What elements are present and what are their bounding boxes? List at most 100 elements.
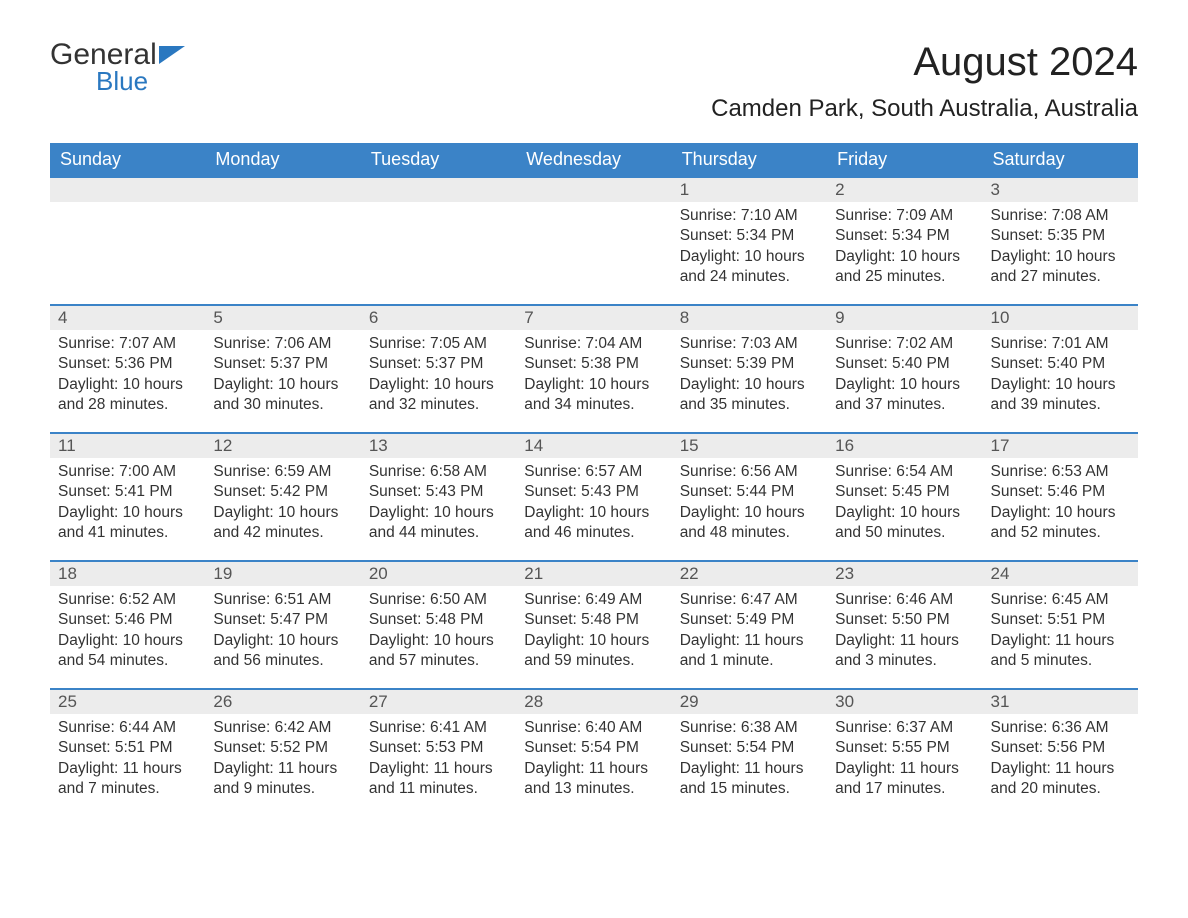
weekday-header: Sunday — [50, 143, 205, 177]
sunset-line: Sunset: 5:34 PM — [835, 226, 974, 246]
calendar-day-cell: 11Sunrise: 7:00 AMSunset: 5:41 PMDayligh… — [50, 433, 205, 561]
sunset-line: Sunset: 5:41 PM — [58, 482, 197, 502]
sunrise-line: Sunrise: 6:49 AM — [524, 590, 663, 610]
sunrise-line: Sunrise: 6:45 AM — [991, 590, 1130, 610]
daylight-line: Daylight: 10 hours and 34 minutes. — [524, 375, 663, 416]
sunrise-line: Sunrise: 6:51 AM — [213, 590, 352, 610]
sunset-line: Sunset: 5:37 PM — [369, 354, 508, 374]
daylight-line: Daylight: 10 hours and 44 minutes. — [369, 503, 508, 544]
weekday-header: Saturday — [983, 143, 1138, 177]
daylight-line: Daylight: 10 hours and 25 minutes. — [835, 247, 974, 288]
empty-daynum — [205, 178, 360, 202]
daylight-line: Daylight: 11 hours and 5 minutes. — [991, 631, 1130, 672]
day-body: Sunrise: 7:09 AMSunset: 5:34 PMDaylight:… — [827, 202, 982, 296]
day-body: Sunrise: 6:41 AMSunset: 5:53 PMDaylight:… — [361, 714, 516, 808]
sunrise-line: Sunrise: 6:38 AM — [680, 718, 819, 738]
day-body: Sunrise: 6:56 AMSunset: 5:44 PMDaylight:… — [672, 458, 827, 552]
calendar-day-cell: 1Sunrise: 7:10 AMSunset: 5:34 PMDaylight… — [672, 177, 827, 305]
day-number: 15 — [672, 434, 827, 458]
sunrise-line: Sunrise: 6:46 AM — [835, 590, 974, 610]
calendar-day-cell: 4Sunrise: 7:07 AMSunset: 5:36 PMDaylight… — [50, 305, 205, 433]
sunset-line: Sunset: 5:48 PM — [524, 610, 663, 630]
day-body: Sunrise: 6:54 AMSunset: 5:45 PMDaylight:… — [827, 458, 982, 552]
weekday-header: Monday — [205, 143, 360, 177]
sunset-line: Sunset: 5:36 PM — [58, 354, 197, 374]
daylight-line: Daylight: 10 hours and 28 minutes. — [58, 375, 197, 416]
day-number: 27 — [361, 690, 516, 714]
sunrise-line: Sunrise: 6:36 AM — [991, 718, 1130, 738]
daylight-line: Daylight: 10 hours and 24 minutes. — [680, 247, 819, 288]
daylight-line: Daylight: 11 hours and 3 minutes. — [835, 631, 974, 672]
calendar-empty-cell — [205, 177, 360, 305]
calendar-week-row: 1Sunrise: 7:10 AMSunset: 5:34 PMDaylight… — [50, 177, 1138, 305]
daylight-line: Daylight: 11 hours and 17 minutes. — [835, 759, 974, 800]
calendar-body: 1Sunrise: 7:10 AMSunset: 5:34 PMDaylight… — [50, 177, 1138, 817]
calendar-empty-cell — [361, 177, 516, 305]
day-number: 6 — [361, 306, 516, 330]
sunrise-line: Sunrise: 7:06 AM — [213, 334, 352, 354]
day-body: Sunrise: 7:08 AMSunset: 5:35 PMDaylight:… — [983, 202, 1138, 296]
daylight-line: Daylight: 10 hours and 32 minutes. — [369, 375, 508, 416]
title-block: August 2024 Camden Park, South Australia… — [711, 40, 1138, 135]
calendar-day-cell: 5Sunrise: 7:06 AMSunset: 5:37 PMDaylight… — [205, 305, 360, 433]
day-body: Sunrise: 6:45 AMSunset: 5:51 PMDaylight:… — [983, 586, 1138, 680]
daylight-line: Daylight: 10 hours and 37 minutes. — [835, 375, 974, 416]
sunrise-line: Sunrise: 6:59 AM — [213, 462, 352, 482]
calendar-day-cell: 10Sunrise: 7:01 AMSunset: 5:40 PMDayligh… — [983, 305, 1138, 433]
day-number: 24 — [983, 562, 1138, 586]
sunrise-line: Sunrise: 6:52 AM — [58, 590, 197, 610]
sunset-line: Sunset: 5:38 PM — [524, 354, 663, 374]
calendar-day-cell: 22Sunrise: 6:47 AMSunset: 5:49 PMDayligh… — [672, 561, 827, 689]
calendar-day-cell: 21Sunrise: 6:49 AMSunset: 5:48 PMDayligh… — [516, 561, 671, 689]
page-header: General Blue August 2024 Camden Park, So… — [50, 40, 1138, 135]
calendar-day-cell: 26Sunrise: 6:42 AMSunset: 5:52 PMDayligh… — [205, 689, 360, 817]
empty-daynum — [361, 178, 516, 202]
calendar-week-row: 11Sunrise: 7:00 AMSunset: 5:41 PMDayligh… — [50, 433, 1138, 561]
calendar-day-cell: 15Sunrise: 6:56 AMSunset: 5:44 PMDayligh… — [672, 433, 827, 561]
day-body: Sunrise: 7:05 AMSunset: 5:37 PMDaylight:… — [361, 330, 516, 424]
empty-daynum — [50, 178, 205, 202]
calendar-day-cell: 19Sunrise: 6:51 AMSunset: 5:47 PMDayligh… — [205, 561, 360, 689]
daylight-line: Daylight: 10 hours and 52 minutes. — [991, 503, 1130, 544]
sunset-line: Sunset: 5:54 PM — [680, 738, 819, 758]
sunrise-line: Sunrise: 7:04 AM — [524, 334, 663, 354]
day-body: Sunrise: 6:57 AMSunset: 5:43 PMDaylight:… — [516, 458, 671, 552]
day-body: Sunrise: 7:00 AMSunset: 5:41 PMDaylight:… — [50, 458, 205, 552]
day-number: 31 — [983, 690, 1138, 714]
sunrise-line: Sunrise: 7:10 AM — [680, 206, 819, 226]
logo-text-block: General Blue — [50, 40, 157, 97]
day-number: 3 — [983, 178, 1138, 202]
calendar-day-cell: 9Sunrise: 7:02 AMSunset: 5:40 PMDaylight… — [827, 305, 982, 433]
day-body: Sunrise: 7:04 AMSunset: 5:38 PMDaylight:… — [516, 330, 671, 424]
daylight-line: Daylight: 10 hours and 39 minutes. — [991, 375, 1130, 416]
day-number: 16 — [827, 434, 982, 458]
sunset-line: Sunset: 5:56 PM — [991, 738, 1130, 758]
sunrise-line: Sunrise: 6:53 AM — [991, 462, 1130, 482]
daylight-line: Daylight: 10 hours and 59 minutes. — [524, 631, 663, 672]
calendar-day-cell: 29Sunrise: 6:38 AMSunset: 5:54 PMDayligh… — [672, 689, 827, 817]
sunset-line: Sunset: 5:43 PM — [524, 482, 663, 502]
daylight-line: Daylight: 10 hours and 48 minutes. — [680, 503, 819, 544]
weekday-header: Tuesday — [361, 143, 516, 177]
calendar-day-cell: 3Sunrise: 7:08 AMSunset: 5:35 PMDaylight… — [983, 177, 1138, 305]
sunrise-line: Sunrise: 6:44 AM — [58, 718, 197, 738]
day-number: 2 — [827, 178, 982, 202]
day-number: 19 — [205, 562, 360, 586]
daylight-line: Daylight: 10 hours and 30 minutes. — [213, 375, 352, 416]
day-body: Sunrise: 6:51 AMSunset: 5:47 PMDaylight:… — [205, 586, 360, 680]
sunrise-line: Sunrise: 6:41 AM — [369, 718, 508, 738]
day-number: 7 — [516, 306, 671, 330]
calendar-day-cell: 6Sunrise: 7:05 AMSunset: 5:37 PMDaylight… — [361, 305, 516, 433]
daylight-line: Daylight: 10 hours and 35 minutes. — [680, 375, 819, 416]
sunrise-line: Sunrise: 6:56 AM — [680, 462, 819, 482]
calendar-table: SundayMondayTuesdayWednesdayThursdayFrid… — [50, 143, 1138, 817]
day-body: Sunrise: 7:07 AMSunset: 5:36 PMDaylight:… — [50, 330, 205, 424]
sunrise-line: Sunrise: 7:00 AM — [58, 462, 197, 482]
day-number: 14 — [516, 434, 671, 458]
sunset-line: Sunset: 5:51 PM — [991, 610, 1130, 630]
day-body: Sunrise: 6:58 AMSunset: 5:43 PMDaylight:… — [361, 458, 516, 552]
day-body: Sunrise: 6:44 AMSunset: 5:51 PMDaylight:… — [50, 714, 205, 808]
day-body: Sunrise: 7:06 AMSunset: 5:37 PMDaylight:… — [205, 330, 360, 424]
sunset-line: Sunset: 5:46 PM — [58, 610, 197, 630]
calendar-day-cell: 28Sunrise: 6:40 AMSunset: 5:54 PMDayligh… — [516, 689, 671, 817]
